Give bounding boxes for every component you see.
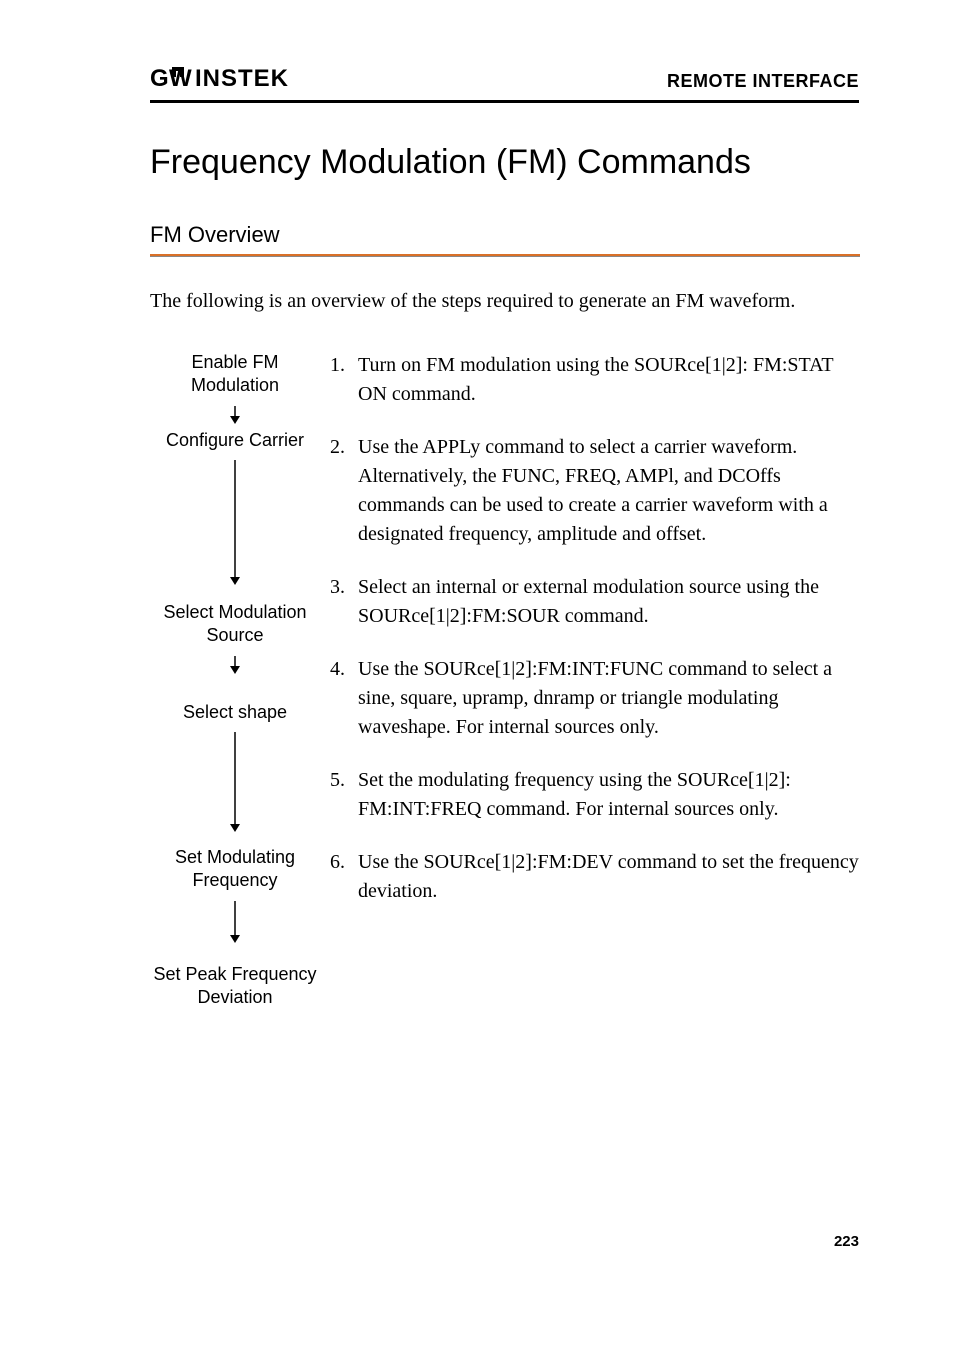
step-number: 1. — [330, 351, 358, 409]
svg-text:G: G — [150, 65, 169, 91]
arrow-down-icon — [229, 460, 241, 585]
logo-svg: G W INSTEK — [150, 65, 310, 91]
brand-logo: G W INSTEK — [150, 60, 310, 92]
step-text: Use the SOURce[1|2]:FM:INT:FUNC command … — [358, 655, 859, 742]
flow-label-3: Select Modulation Source — [150, 601, 320, 648]
step-number: 6. — [330, 848, 358, 906]
arrow-down-icon — [229, 901, 241, 943]
step-number: 5. — [330, 766, 358, 824]
step-number: 4. — [330, 655, 358, 742]
page-title: Frequency Modulation (FM) Commands — [150, 143, 859, 182]
step-item: 2. Use the APPLy command to select a car… — [330, 433, 859, 549]
step-number: 2. — [330, 433, 358, 549]
section-divider — [150, 254, 860, 257]
arrow-down-icon — [229, 732, 241, 832]
step-text: Set the modulating frequency using the S… — [358, 766, 859, 824]
step-item: 3. Select an internal or external modula… — [330, 573, 859, 631]
intro-text: The following is an overview of the step… — [150, 286, 859, 316]
flow-block: Set Peak Frequency Deviation — [150, 963, 320, 1010]
step-text: Turn on FM modulation using the SOURce[1… — [358, 351, 859, 409]
arrow-down-icon — [229, 406, 241, 424]
flow-label-5: Set Modulating Frequency — [150, 846, 320, 893]
flow-label-6: Set Peak Frequency Deviation — [150, 963, 320, 1010]
step-item: 4. Use the SOURce[1|2]:FM:INT:FUNC comma… — [330, 655, 859, 742]
flow-block: Select shape — [150, 701, 320, 846]
flow-block: Configure Carrier — [150, 429, 320, 601]
flow-block: Enable FM Modulation — [150, 351, 320, 429]
flow-label-2: Configure Carrier — [150, 429, 320, 452]
step-text: Use the APPLy command to select a carrie… — [358, 433, 859, 549]
svg-text:INSTEK: INSTEK — [195, 65, 289, 91]
step-text: Use the SOURce[1|2]:FM:DEV command to se… — [358, 848, 859, 906]
page-number: 223 — [834, 1233, 859, 1250]
flow-block: Select Modulation Source — [150, 601, 320, 701]
flow-block: Set Modulating Frequency — [150, 846, 320, 963]
arrow-down-icon — [229, 656, 241, 674]
section-subtitle: FM Overview — [150, 222, 859, 248]
page-header: G W INSTEK REMOTE INTERFACE — [150, 60, 859, 103]
flow-label-1: Enable FM Modulation — [150, 351, 320, 398]
section-name: REMOTE INTERFACE — [667, 71, 859, 92]
step-item: 5. Set the modulating frequency using th… — [330, 766, 859, 824]
steps-container: Enable FM Modulation Configure Carrier S… — [150, 351, 859, 1018]
step-item: 6. Use the SOURce[1|2]:FM:DEV command to… — [330, 848, 859, 906]
flow-label-4: Select shape — [150, 701, 320, 724]
steps-content-column: 1. Turn on FM modulation using the SOURc… — [330, 351, 859, 1018]
flowchart-column: Enable FM Modulation Configure Carrier S… — [150, 351, 320, 1018]
step-item: 1. Turn on FM modulation using the SOURc… — [330, 351, 859, 409]
step-text: Select an internal or external modulatio… — [358, 573, 859, 631]
step-number: 3. — [330, 573, 358, 631]
